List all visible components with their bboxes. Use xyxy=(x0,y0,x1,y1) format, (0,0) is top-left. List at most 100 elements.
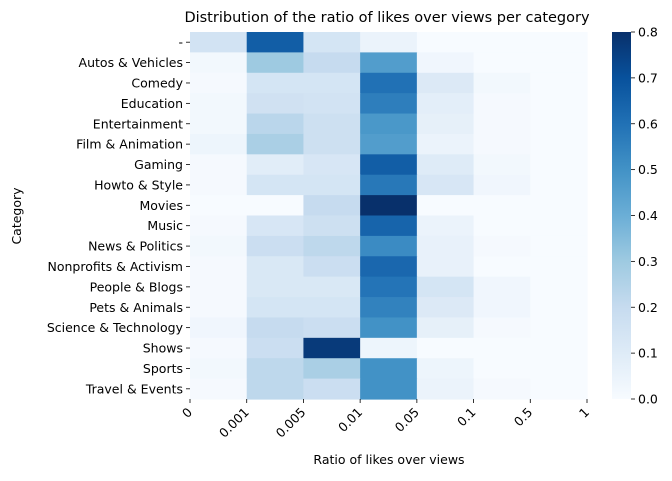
heatmap-cell xyxy=(303,215,361,237)
heatmap-cell xyxy=(246,52,305,74)
heatmap-cell xyxy=(303,32,361,53)
heatmap-cell xyxy=(246,195,305,217)
colorbar xyxy=(612,32,631,399)
heatmap-cell xyxy=(190,297,248,319)
heatmap-cell xyxy=(530,93,588,115)
heatmap-cell xyxy=(246,235,305,257)
heatmap-cell xyxy=(246,215,305,237)
heatmap-cell xyxy=(360,235,418,257)
heatmap-cell xyxy=(246,113,305,135)
heatmap-cell xyxy=(473,297,531,319)
heatmap-cell xyxy=(246,93,305,115)
colorbar-tick-label: 0.8 xyxy=(638,25,658,40)
heatmap-cell xyxy=(246,317,305,339)
heatmap-cell xyxy=(416,378,475,400)
heatmap-cell xyxy=(360,378,418,400)
heatmap-cell xyxy=(360,358,418,380)
heatmap-cell xyxy=(530,317,588,339)
heatmap-cell xyxy=(473,32,531,53)
heatmap-cell xyxy=(530,378,588,400)
heatmap-cell xyxy=(190,174,248,196)
colorbar-tick-label: 0.4 xyxy=(638,208,658,223)
heatmap-cell xyxy=(360,337,418,359)
x-tick-labels: 0 0.001 0.005 0.01 0.05 0.1 0.5 1 xyxy=(179,399,592,440)
heatmap-cell xyxy=(473,337,531,359)
heatmap-cell xyxy=(246,133,305,155)
heatmap-cell xyxy=(416,52,475,74)
heatmap-cell xyxy=(473,195,531,217)
heatmap-cell xyxy=(246,297,305,319)
heatmap-cell xyxy=(303,133,361,155)
y-tick-label: Music xyxy=(147,218,183,233)
chart-title: Distribution of the ratio of likes over … xyxy=(184,10,590,26)
heatmap-cell xyxy=(530,174,588,196)
heatmap-cell xyxy=(473,358,531,380)
heatmap-cell xyxy=(530,235,588,257)
heatmap-cell xyxy=(473,113,531,135)
heatmap-cell xyxy=(416,215,475,237)
heatmap-cell xyxy=(360,256,418,278)
heatmap-cell xyxy=(246,174,305,196)
heatmap-cell xyxy=(416,93,475,115)
heatmap-cell xyxy=(190,154,248,176)
heatmap-cell xyxy=(190,32,248,53)
heatmap-cell xyxy=(190,72,248,94)
heatmap-cell xyxy=(473,154,531,176)
y-tick-label: - xyxy=(178,35,183,50)
x-tick-label: 0.05 xyxy=(392,405,422,435)
heatmap-cell xyxy=(360,72,418,94)
heatmap-cell xyxy=(530,337,588,359)
heatmap-cell xyxy=(246,154,305,176)
heatmap-cell xyxy=(246,276,305,298)
x-axis-label: Ratio of likes over views xyxy=(313,452,464,467)
heatmap-cell xyxy=(416,174,475,196)
y-tick-label: People & Blogs xyxy=(90,279,183,294)
heatmap-cell xyxy=(190,276,248,298)
colorbar-ticks: 0.0 0.1 0.2 0.3 0.4 0.5 0.6 0.7 0.8 xyxy=(631,25,658,407)
heatmap-cell xyxy=(416,317,475,339)
heatmap-cell xyxy=(473,276,531,298)
heatmap-cell xyxy=(190,113,248,135)
heatmap-cell xyxy=(360,154,418,176)
heatmap-cell xyxy=(303,154,361,176)
heatmap-cell xyxy=(530,297,588,319)
y-tick-label: Pets & Animals xyxy=(89,300,183,315)
heatmap-cell xyxy=(190,195,248,217)
heatmap-cell xyxy=(303,256,361,278)
heatmap-cell xyxy=(303,337,361,359)
heatmap-cell xyxy=(530,256,588,278)
heatmap-cell xyxy=(416,337,475,359)
heatmap-cell xyxy=(246,72,305,94)
heatmap-cell xyxy=(416,72,475,94)
y-tick-label: Travel & Events xyxy=(85,381,183,396)
colorbar-tick-label: 0.0 xyxy=(638,392,658,407)
heatmap-cell xyxy=(303,93,361,115)
x-tick-label: 0 xyxy=(179,404,195,420)
heatmap-cell xyxy=(303,235,361,257)
heatmap-cell xyxy=(303,378,361,400)
x-tick-label: 0.5 xyxy=(511,405,536,430)
heatmap-cell xyxy=(473,72,531,94)
y-tick-label: Education xyxy=(121,96,183,111)
heatmap-cell xyxy=(303,276,361,298)
heatmap-cell xyxy=(303,52,361,74)
heatmap-cell xyxy=(360,215,418,237)
heatmap-cell xyxy=(473,52,531,74)
heatmap-cell xyxy=(530,154,588,176)
heatmap-cell xyxy=(190,317,248,339)
y-tick-label: News & Politics xyxy=(88,239,183,254)
heatmap-cell xyxy=(190,52,248,74)
heatmap-cell xyxy=(360,93,418,115)
heatmap-cell xyxy=(530,52,588,74)
heatmap-cell xyxy=(530,113,588,135)
heatmap-cell xyxy=(530,276,588,298)
heatmap-cell xyxy=(473,133,531,155)
heatmap-cell xyxy=(530,72,588,94)
heatmap-cell xyxy=(530,32,588,53)
heatmap-cell xyxy=(190,378,248,400)
colorbar-tick-label: 0.7 xyxy=(638,70,658,85)
y-tick-label: Gaming xyxy=(134,157,183,172)
heatmap-cell xyxy=(416,154,475,176)
heatmap-cell xyxy=(530,195,588,217)
heatmap-cell xyxy=(360,297,418,319)
